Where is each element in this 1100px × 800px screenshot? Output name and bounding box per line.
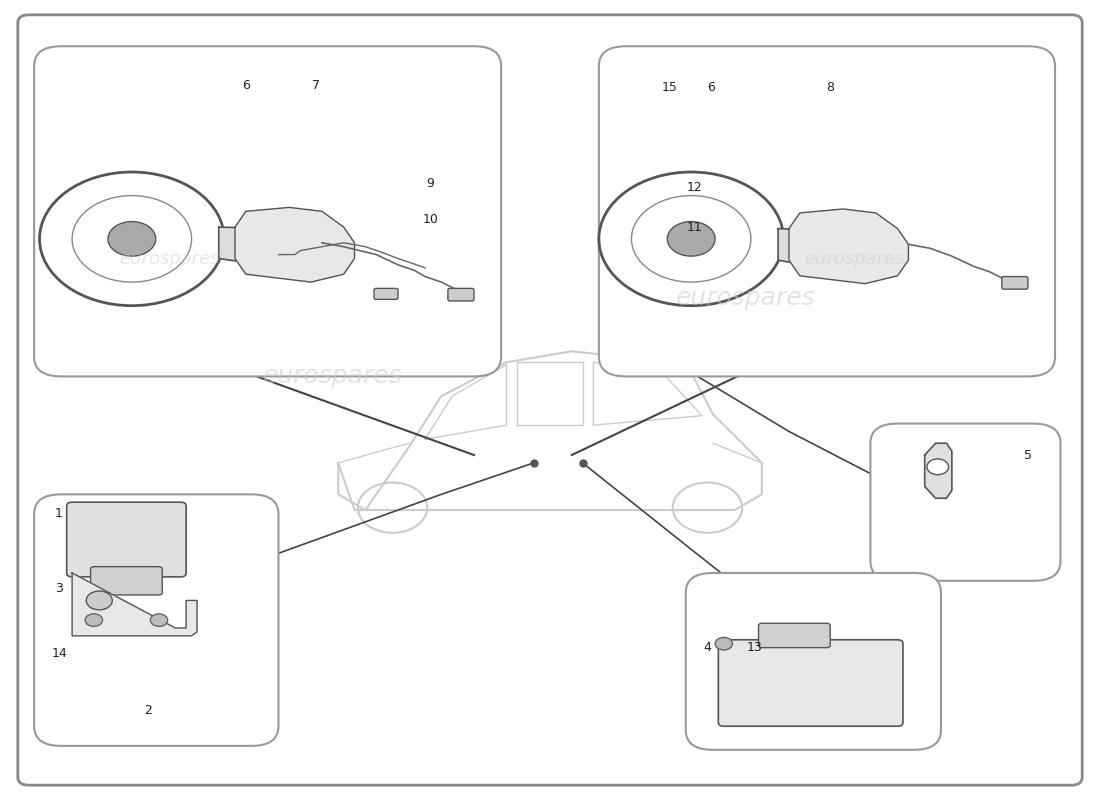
Text: 7: 7 [312,79,320,92]
Circle shape [927,459,948,474]
Text: 8: 8 [826,81,834,94]
FancyBboxPatch shape [598,46,1055,377]
FancyBboxPatch shape [90,566,163,595]
Text: eurospares: eurospares [675,286,815,310]
FancyBboxPatch shape [685,573,940,750]
Text: 1: 1 [55,507,63,521]
FancyBboxPatch shape [374,288,398,299]
Text: 3: 3 [55,582,63,595]
Text: 2: 2 [144,704,152,717]
Text: eurospares: eurospares [120,250,220,267]
Circle shape [85,614,102,626]
Circle shape [668,222,715,256]
Text: 5: 5 [1024,449,1032,462]
Circle shape [151,614,167,626]
FancyBboxPatch shape [67,502,186,577]
FancyBboxPatch shape [1002,277,1027,289]
Text: 6: 6 [707,81,715,94]
Polygon shape [235,207,354,282]
Circle shape [715,638,733,650]
FancyBboxPatch shape [870,423,1060,581]
FancyBboxPatch shape [718,640,903,726]
Polygon shape [925,443,952,498]
Circle shape [86,591,112,610]
Text: 10: 10 [422,213,439,226]
Text: 14: 14 [52,646,67,660]
Text: 13: 13 [746,641,762,654]
Text: 12: 12 [686,182,702,194]
Circle shape [108,222,156,256]
FancyBboxPatch shape [448,288,474,301]
Text: 4: 4 [704,641,712,654]
FancyBboxPatch shape [34,494,278,746]
Text: eurospares: eurospares [263,365,403,389]
Polygon shape [778,229,859,266]
FancyBboxPatch shape [759,623,830,648]
Text: 15: 15 [661,81,678,94]
Polygon shape [73,573,197,636]
Text: 9: 9 [427,178,434,190]
Polygon shape [789,209,909,284]
Text: 11: 11 [686,221,702,234]
Polygon shape [219,227,306,265]
FancyBboxPatch shape [34,46,502,377]
Text: eurospares: eurospares [804,250,904,267]
Text: 6: 6 [242,79,250,92]
